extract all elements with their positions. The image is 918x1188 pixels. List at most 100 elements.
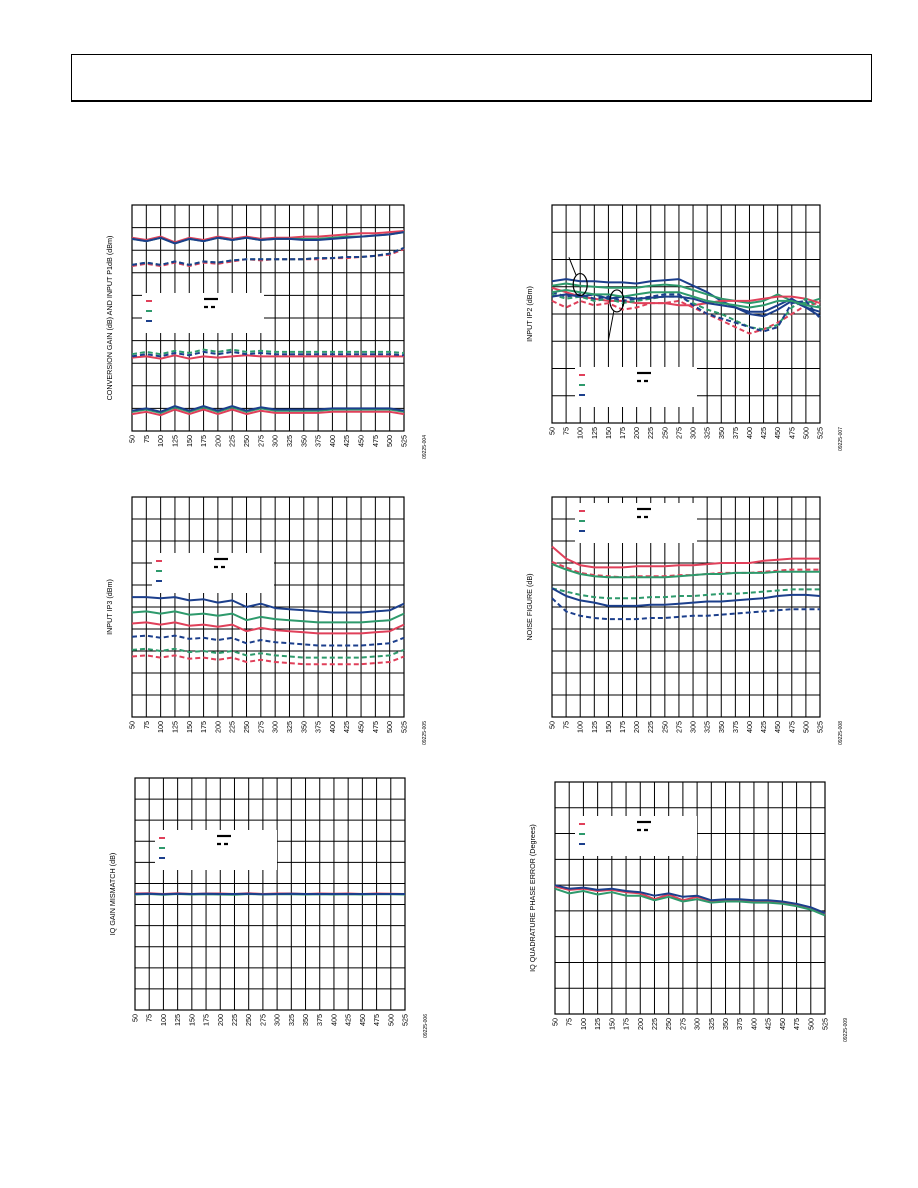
legend — [155, 830, 277, 870]
x-tick-label: 400 — [745, 721, 754, 733]
series-line-green-solid — [551, 282, 821, 305]
x-tick-label: 50 — [128, 435, 137, 443]
x-tick-label: 325 — [285, 721, 294, 733]
x-tick-label: 275 — [674, 427, 683, 439]
x-tick-label: 350 — [717, 427, 726, 439]
series-line-green-solid — [551, 563, 820, 579]
x-tick-label: 425 — [759, 427, 768, 439]
series-line-blue-dashed — [551, 597, 820, 621]
x-tick-label: 225 — [228, 721, 237, 733]
plot-frame — [131, 204, 405, 432]
x-tick-label: 150 — [185, 721, 194, 733]
x-tick-label: 475 — [372, 1014, 381, 1026]
x-tick-label: 400 — [745, 427, 754, 439]
x-tick-label: 525 — [816, 427, 825, 439]
x-tick-label: 50 — [551, 1018, 560, 1026]
x-tick-label: 75 — [145, 1014, 154, 1022]
iq-phase-error-chart: 50 75 100 125 150 175 200 225 250 275 300 325 350 375… — [528, 781, 849, 1042]
x-tick-label: 100 — [579, 1018, 588, 1030]
series-line-blue-dashed — [551, 291, 821, 333]
series-line-red-solid — [554, 885, 826, 916]
x-tick-label: 200 — [216, 1014, 225, 1026]
x-tick-label: 150 — [187, 1014, 196, 1026]
x-tick-label: 125 — [170, 435, 179, 447]
x-tick-label: 375 — [315, 1014, 324, 1026]
legend — [575, 816, 697, 856]
x-tick-label: 125 — [590, 721, 599, 733]
x-tick-label: 400 — [328, 721, 337, 733]
x-tick-label: 175 — [202, 1014, 211, 1026]
x-tick-label: 325 — [707, 1018, 716, 1030]
figure-code: 09225-008 — [838, 721, 844, 745]
x-tick-label: 475 — [787, 721, 796, 733]
x-tick-label: 250 — [242, 435, 251, 447]
noise-figure-chart: 50 75 100 125 150 175 200 225 250 275 300 325 350 375… — [525, 496, 844, 745]
x-tick-label: 375 — [314, 435, 323, 447]
series-line-green-solid — [131, 406, 405, 414]
x-tick-label: 450 — [358, 1014, 367, 1026]
y-axis-label: CONVERSION GAIN (dB) AND INPUT P1dB (dBm… — [105, 236, 114, 401]
x-tick-label: 225 — [650, 1018, 659, 1030]
series-line-green-solid — [554, 887, 826, 917]
series-line-blue-solid — [554, 884, 826, 915]
series-line-green-dashed — [131, 647, 405, 659]
figure-code: 09225-009 — [843, 1018, 849, 1042]
x-tick-label: 150 — [185, 435, 194, 447]
x-tick-label: 475 — [371, 721, 380, 733]
x-tick-label: 100 — [576, 427, 585, 439]
x-tick-label: 50 — [131, 1014, 140, 1022]
plot-frame — [551, 496, 821, 718]
x-tick-label: 125 — [170, 721, 179, 733]
x-tick-label: 250 — [664, 1018, 673, 1030]
x-tick-label: 50 — [548, 427, 557, 435]
x-tick-label: 350 — [721, 1018, 730, 1030]
x-tick-label: 300 — [693, 1018, 702, 1030]
x-tick-label: 375 — [314, 721, 323, 733]
plot-frame — [131, 496, 405, 718]
series-line-blue-solid — [551, 278, 821, 318]
x-tick-label: 275 — [256, 721, 265, 733]
x-tick-label: 300 — [271, 721, 280, 733]
legend-box — [152, 553, 274, 593]
legend-box — [142, 293, 264, 333]
x-tick-label: 325 — [703, 721, 712, 733]
series-line-green-solid — [131, 610, 405, 624]
series-line-blue-solid — [131, 231, 405, 245]
x-tick-label: 150 — [604, 721, 613, 733]
x-tick-label: 300 — [689, 427, 698, 439]
legend-box — [155, 830, 277, 870]
conversion-gain-p1db-chart: 50 75 100 125 150 175 200 225 250 275 300 325 350 375… — [105, 204, 428, 459]
x-tick-label: 100 — [156, 721, 165, 733]
x-tick-label: 425 — [759, 721, 768, 733]
x-tick-label: 350 — [301, 1014, 310, 1026]
x-tick-label: 175 — [199, 721, 208, 733]
x-tick-label: 75 — [142, 721, 151, 729]
series-line-red-solid — [131, 354, 404, 360]
series-line-blue-dashed — [131, 246, 405, 266]
x-tick-label: 200 — [213, 721, 222, 733]
legend — [575, 503, 697, 543]
x-tick-label: 175 — [622, 1018, 631, 1030]
annotation-ellipse — [609, 289, 625, 313]
annotation-leader — [607, 310, 615, 341]
x-tick-label: 225 — [230, 1014, 239, 1026]
x-tick-label: 325 — [703, 427, 712, 439]
x-tick-label: 350 — [299, 721, 308, 733]
x-tick-label: 500 — [801, 427, 810, 439]
x-tick-label: 400 — [328, 435, 337, 447]
x-tick-label: 225 — [646, 427, 655, 439]
x-tick-label: 350 — [299, 435, 308, 447]
x-tick-label: 125 — [593, 1018, 602, 1030]
series-line-blue-solid — [132, 596, 405, 614]
series-line-red-solid — [131, 230, 405, 244]
series-line-red-dashed — [131, 654, 405, 666]
x-tick-label: 525 — [401, 1014, 410, 1026]
x-tick-label: 500 — [801, 721, 810, 733]
x-tick-label: 475 — [787, 427, 796, 439]
x-tick-label: 375 — [731, 721, 740, 733]
series-line-red-solid — [551, 545, 820, 569]
grid — [131, 496, 405, 718]
x-tick-label: 200 — [213, 435, 222, 447]
x-tick-label: 525 — [821, 1018, 830, 1030]
x-tick-label: 275 — [256, 435, 265, 447]
